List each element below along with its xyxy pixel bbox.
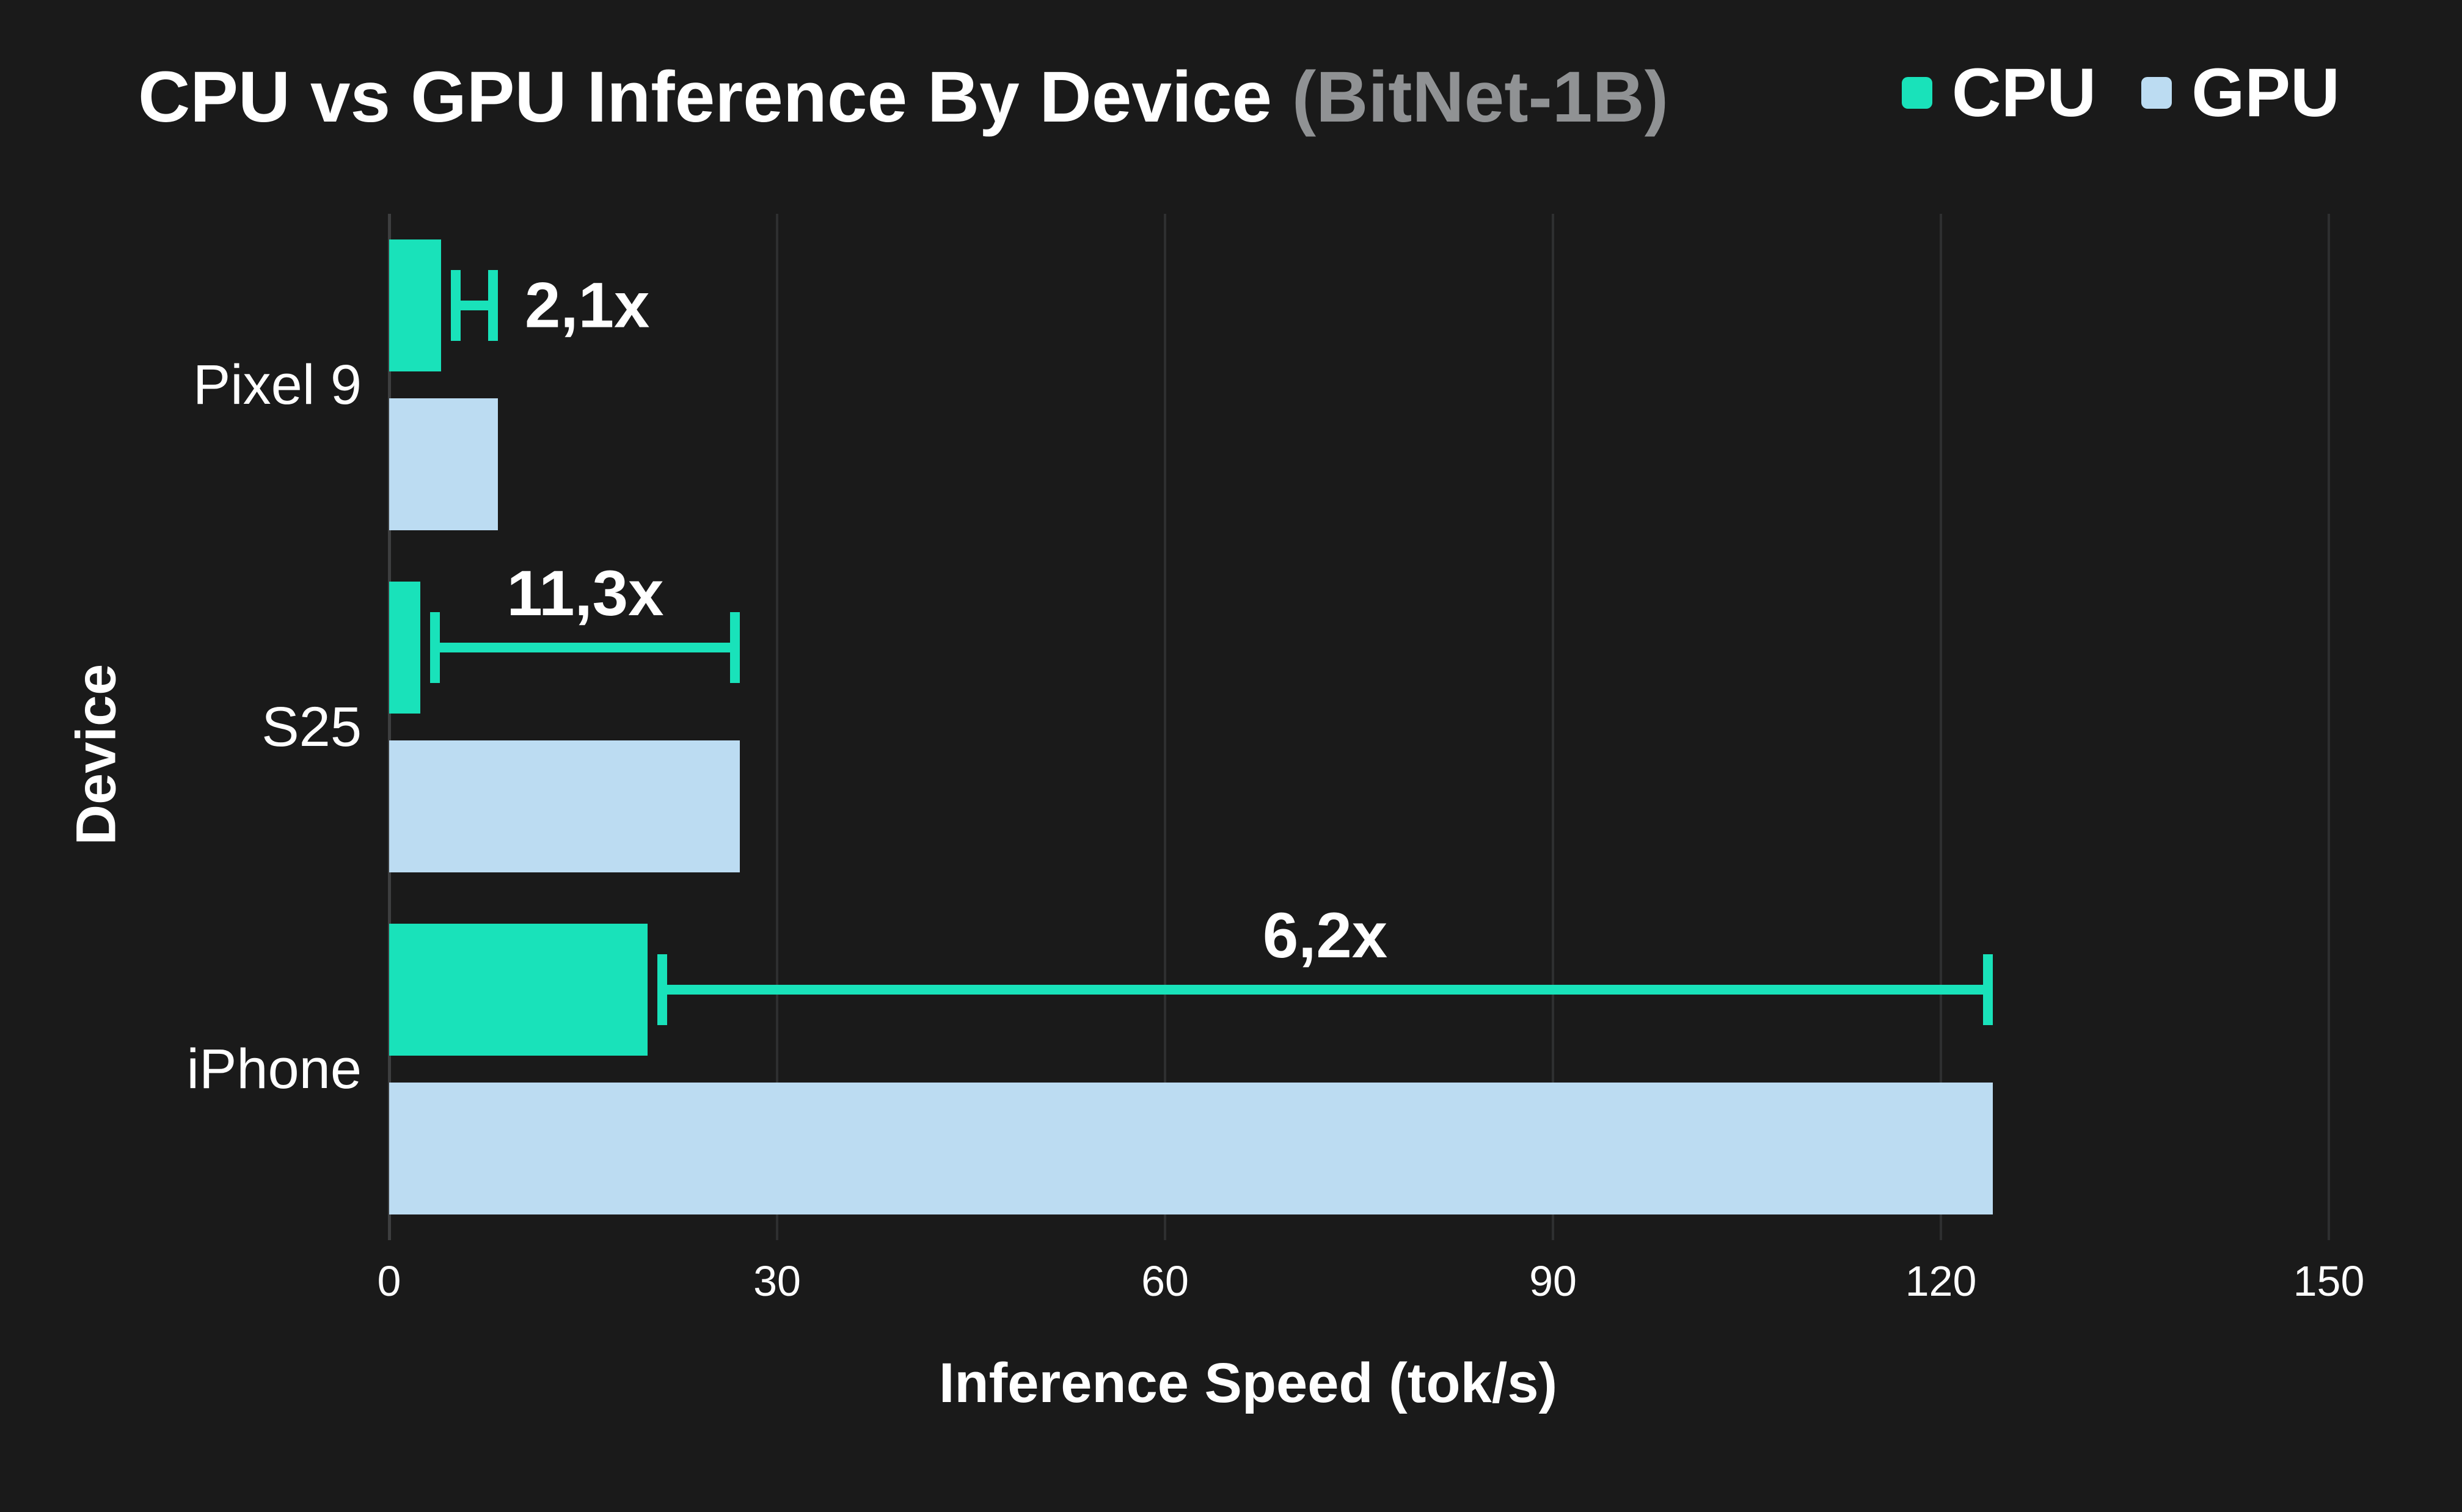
speedup-line-s25 bbox=[430, 643, 740, 652]
x-tick-60: 60 bbox=[1141, 1257, 1189, 1305]
legend: CPU GPU bbox=[1901, 54, 2340, 131]
x-axis-title: Inference Speed (tok/s) bbox=[938, 1352, 1558, 1414]
gridline-90 bbox=[1552, 214, 1554, 1240]
cpu-bar-pixel-9 bbox=[389, 239, 441, 371]
gpu-bar-pixel-9 bbox=[389, 398, 498, 530]
gpu-legend-label: GPU bbox=[2191, 54, 2340, 131]
speedup-label-pixel-9: 2,1x bbox=[525, 269, 650, 341]
speedup-cap-right bbox=[488, 270, 498, 341]
legend-item-gpu: GPU bbox=[2141, 59, 2340, 127]
plot-area: 0 30 60 90 120 150 2,1x 11,3x 6,2x bbox=[378, 214, 2424, 1302]
speedup-cap-left bbox=[430, 612, 440, 683]
speedup-label-s25: 11,3x bbox=[506, 558, 664, 629]
speedup-label-iphone: 6,2x bbox=[1262, 900, 1388, 971]
chart-title: CPU vs GPU Inference By Device (BitNet-1… bbox=[138, 53, 1668, 143]
speedup-cap-right bbox=[730, 612, 740, 683]
zero-line bbox=[388, 214, 391, 1240]
speedup-line-iphone bbox=[657, 985, 1993, 995]
gpu-legend-swatch bbox=[2141, 77, 2172, 109]
gridline-120 bbox=[1940, 214, 1942, 1240]
cpu-bar-iphone bbox=[389, 924, 648, 1056]
speedup-cap-right bbox=[1983, 954, 1993, 1025]
device-label-s25: S25 bbox=[261, 696, 362, 758]
gpu-bar-iphone bbox=[389, 1083, 1993, 1214]
speedup-cap-left bbox=[451, 270, 461, 341]
legend-item-cpu: CPU bbox=[1901, 54, 2097, 131]
chart-title-main: CPU vs GPU Inference By Device bbox=[138, 57, 1273, 137]
chart-subtitle: (BitNet-1B) bbox=[1291, 57, 1668, 137]
speedup-line-pixel-9 bbox=[451, 301, 498, 310]
x-tick-120: 120 bbox=[1905, 1257, 1977, 1305]
device-label-iphone: iPhone bbox=[186, 1038, 362, 1100]
gridline-60 bbox=[1164, 214, 1166, 1240]
speedup-cap-left bbox=[657, 954, 667, 1025]
x-tick-0: 0 bbox=[377, 1257, 401, 1305]
cpu-legend-label: CPU bbox=[1951, 54, 2097, 131]
gpu-bar-s25 bbox=[389, 740, 740, 872]
device-label-pixel-9: Pixel 9 bbox=[192, 354, 362, 416]
gridline-150 bbox=[2328, 214, 2330, 1240]
x-tick-150: 150 bbox=[2293, 1257, 2365, 1305]
gridline-30 bbox=[776, 214, 778, 1240]
x-tick-30: 30 bbox=[753, 1257, 801, 1305]
cpu-legend-swatch bbox=[1901, 77, 1932, 109]
x-tick-90: 90 bbox=[1529, 1257, 1577, 1305]
cpu-bar-s25 bbox=[389, 582, 420, 714]
